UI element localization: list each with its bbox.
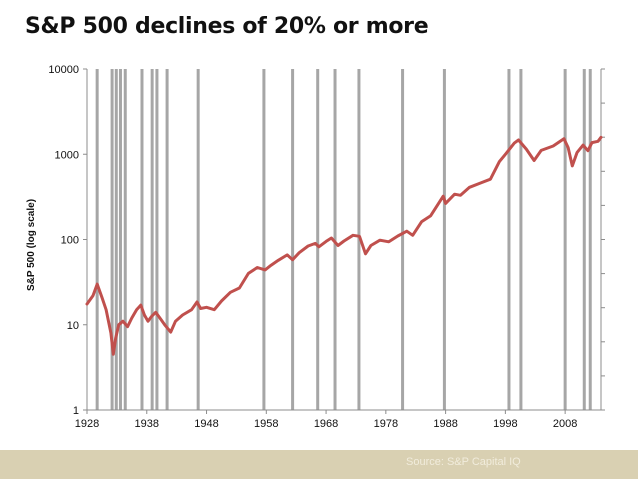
decline-bar [155, 69, 159, 410]
x-tick-label: 1938 [135, 418, 159, 430]
decline-bar [95, 69, 99, 410]
y-tick-label: 10 [67, 320, 79, 332]
decline-bar [588, 69, 592, 410]
series-group [85, 135, 603, 356]
decline-bar [110, 69, 114, 410]
y-tick-label: 10000 [48, 64, 79, 76]
decline-bar [582, 69, 586, 410]
x-tick-label: 1948 [194, 418, 218, 430]
series-line-sp500 [85, 135, 603, 356]
y-tick-label: 1000 [55, 149, 79, 161]
decline-bar [357, 69, 361, 410]
decline-bar [114, 69, 118, 410]
y-tick-label: 100 [61, 235, 79, 247]
decline-bar [401, 69, 405, 410]
x-tick-label: 1958 [254, 418, 278, 430]
y-tick-label: 1 [73, 405, 79, 417]
source-note: Source: S&P Capital IQ [406, 456, 521, 468]
x-tick-label: 1988 [433, 418, 457, 430]
decline-bar [196, 69, 200, 410]
x-tick-label: 2008 [553, 418, 577, 430]
decline-bar [291, 69, 295, 410]
decline-bar [165, 69, 169, 410]
decline-bar [563, 69, 567, 410]
decline-bar [442, 69, 446, 410]
page-title: S&P 500 declines of 20% or more [25, 14, 429, 39]
x-tick-labels: 1928 1938 1948 1958 1968 1978 1988 1998 2008 [75, 418, 578, 430]
decline-bar [507, 69, 511, 410]
x-tick-label: 1968 [314, 418, 338, 430]
x-tick-label: 1998 [493, 418, 517, 430]
decline-bars [95, 69, 592, 410]
decline-bar [118, 69, 122, 410]
chart: 1 10 100 1000 10000 1928 1938 1948 1958 1968 1978… [26, 64, 605, 430]
decline-bar [519, 69, 523, 410]
decline-bar [150, 69, 154, 410]
footer-band [0, 450, 638, 479]
decline-bar [333, 69, 337, 410]
chart-axes [83, 68, 605, 414]
decline-bar [262, 69, 266, 410]
x-tick-label: 1978 [374, 418, 398, 430]
x-tick-label: 1928 [75, 418, 99, 430]
decline-bar [316, 69, 320, 410]
decline-bar [123, 69, 127, 410]
y-tick-labels: 1 10 100 1000 10000 [48, 64, 79, 417]
y-axis-label: S&P 500 (log scale) [26, 199, 37, 291]
decline-bar [140, 69, 144, 410]
